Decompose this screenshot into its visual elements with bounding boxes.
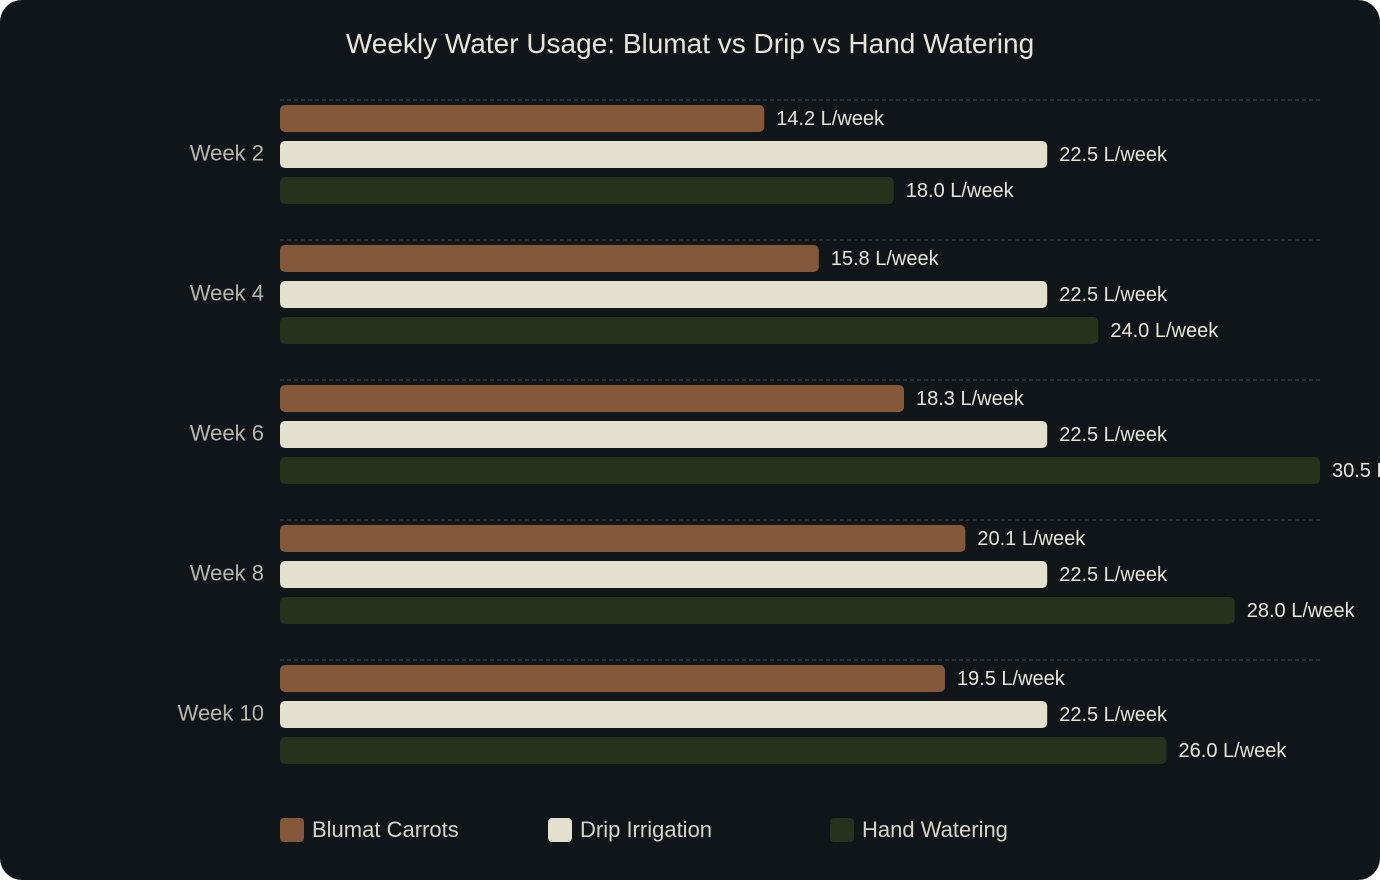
value-label-blumat-carrots-week-6: 18.3 L/week xyxy=(916,388,1025,410)
bar-blumat-carrots-week-10 xyxy=(280,665,945,692)
legend-label-drip: Drip Irrigation xyxy=(580,817,713,842)
value-label-hand-watering-week-4: 24.0 L/week xyxy=(1110,320,1219,342)
value-label-drip-irrigation-week-4: 22.5 L/week xyxy=(1059,284,1168,306)
category-label-week-6: Week 6 xyxy=(190,420,264,445)
bar-blumat-carrots-week-2 xyxy=(280,105,765,132)
value-label-drip-irrigation-week-6: 22.5 L/week xyxy=(1059,424,1168,446)
category-label-week-2: Week 2 xyxy=(190,140,264,165)
bar-drip-irrigation-week-8 xyxy=(280,561,1048,588)
value-label-drip-irrigation-week-10: 22.5 L/week xyxy=(1059,704,1168,726)
legend-swatch-drip xyxy=(548,818,572,842)
value-label-blumat-carrots-week-8: 20.1 L/week xyxy=(977,528,1086,550)
value-label-hand-watering-week-2: 18.0 L/week xyxy=(906,180,1015,202)
bar-blumat-carrots-week-6 xyxy=(280,385,904,412)
value-label-drip-irrigation-week-8: 22.5 L/week xyxy=(1059,564,1168,586)
bar-hand-watering-week-6 xyxy=(280,457,1320,484)
value-label-drip-irrigation-week-2: 22.5 L/week xyxy=(1059,144,1168,166)
bar-drip-irrigation-week-2 xyxy=(280,141,1048,168)
value-label-blumat-carrots-week-4: 15.8 L/week xyxy=(831,248,940,270)
bar-hand-watering-week-2 xyxy=(280,177,894,204)
legend-label-blumat: Blumat Carrots xyxy=(312,817,459,842)
category-label-week-10: Week 10 xyxy=(178,700,264,725)
bar-drip-irrigation-week-6 xyxy=(280,421,1048,448)
category-label-week-8: Week 8 xyxy=(190,560,264,585)
bar-hand-watering-week-4 xyxy=(280,317,1099,344)
bar-drip-irrigation-week-10 xyxy=(280,701,1048,728)
value-label-hand-watering-week-6: 30.5 L/week xyxy=(1332,460,1380,482)
bar-drip-irrigation-week-4 xyxy=(280,281,1048,308)
bar-blumat-carrots-week-8 xyxy=(280,525,966,552)
bar-hand-watering-week-8 xyxy=(280,597,1235,624)
chart-title: Weekly Water Usage: Blumat vs Drip vs Ha… xyxy=(345,28,1035,59)
legend-swatch-blumat xyxy=(280,818,304,842)
value-label-blumat-carrots-week-2: 14.2 L/week xyxy=(776,108,885,130)
bar-hand-watering-week-10 xyxy=(280,737,1167,764)
bar-blumat-carrots-week-4 xyxy=(280,245,819,272)
legend-label-hand: Hand Watering xyxy=(862,817,1008,842)
value-label-blumat-carrots-week-10: 19.5 L/week xyxy=(957,668,1066,690)
legend-swatch-hand xyxy=(830,818,854,842)
value-label-hand-watering-week-10: 26.0 L/week xyxy=(1179,740,1288,762)
value-label-hand-watering-week-8: 28.0 L/week xyxy=(1247,600,1356,622)
category-label-week-4: Week 4 xyxy=(190,280,264,305)
